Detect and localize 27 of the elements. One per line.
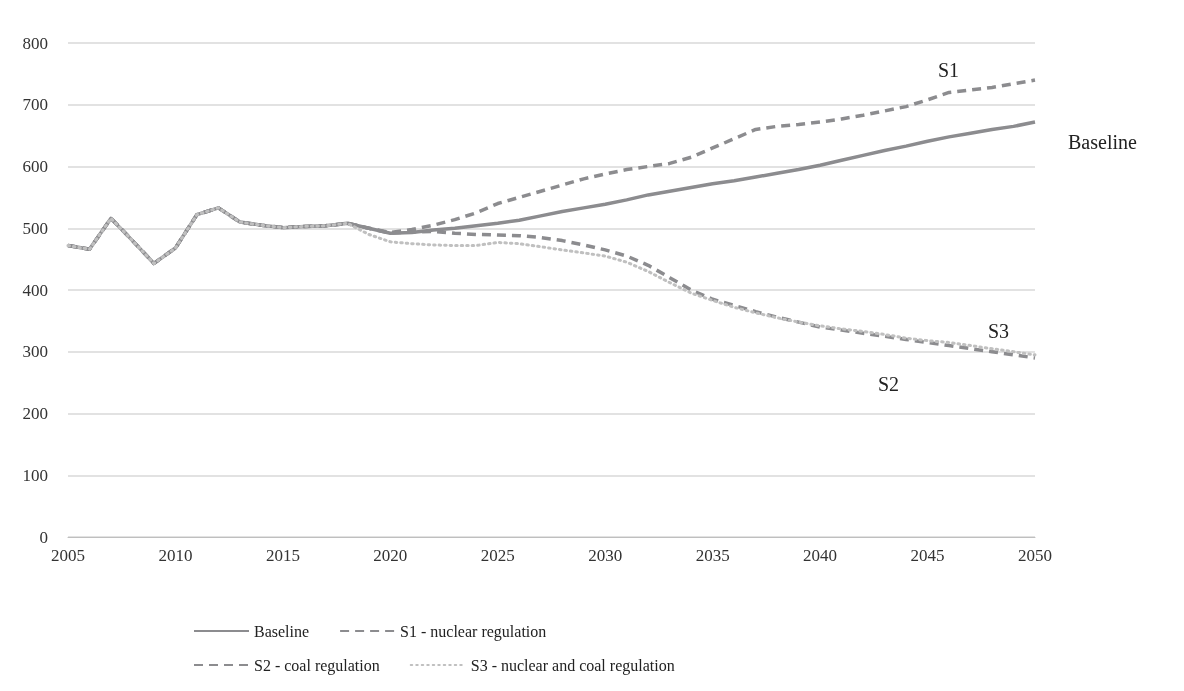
legend-label: S3 - nuclear and coal regulation xyxy=(470,656,675,675)
x-tick-label: 2005 xyxy=(51,546,85,565)
x-tick-label: 2050 xyxy=(1018,546,1052,565)
y-tick-label: 400 xyxy=(22,280,48,300)
annotation: S1 xyxy=(938,59,960,81)
legend-label: S1 - nuclear regulation xyxy=(400,622,547,641)
x-tick-label: 2020 xyxy=(373,546,408,565)
legend-label: Baseline xyxy=(254,622,310,640)
x-tick-label: 2040 xyxy=(803,546,838,565)
text: Baseline xyxy=(1068,131,1137,153)
legend-label: S2 - coal regulation xyxy=(254,656,380,675)
annotation: S2 xyxy=(878,373,900,395)
y-tick-label: 500 xyxy=(22,218,48,238)
annotation: S3 xyxy=(988,320,1010,342)
x-tick-label: 2025 xyxy=(480,546,515,565)
y-tick-label: 700 xyxy=(22,95,48,115)
y-tick-label: 300 xyxy=(22,342,48,362)
y-tick-label: 0 xyxy=(39,527,48,547)
x-tick-label: 2015 xyxy=(265,546,300,565)
y-tick-label: 600 xyxy=(22,157,48,176)
y-tick-label: 100 xyxy=(22,465,48,485)
y-tick-label: 800 xyxy=(22,33,48,53)
y-tick-label: 200 xyxy=(22,404,48,423)
x-tick-label: 2045 xyxy=(910,546,945,565)
x-tick-label: 2010 xyxy=(158,546,193,565)
x-tick-label: 2030 xyxy=(588,546,623,565)
x-tick-label: 2035 xyxy=(695,546,730,565)
